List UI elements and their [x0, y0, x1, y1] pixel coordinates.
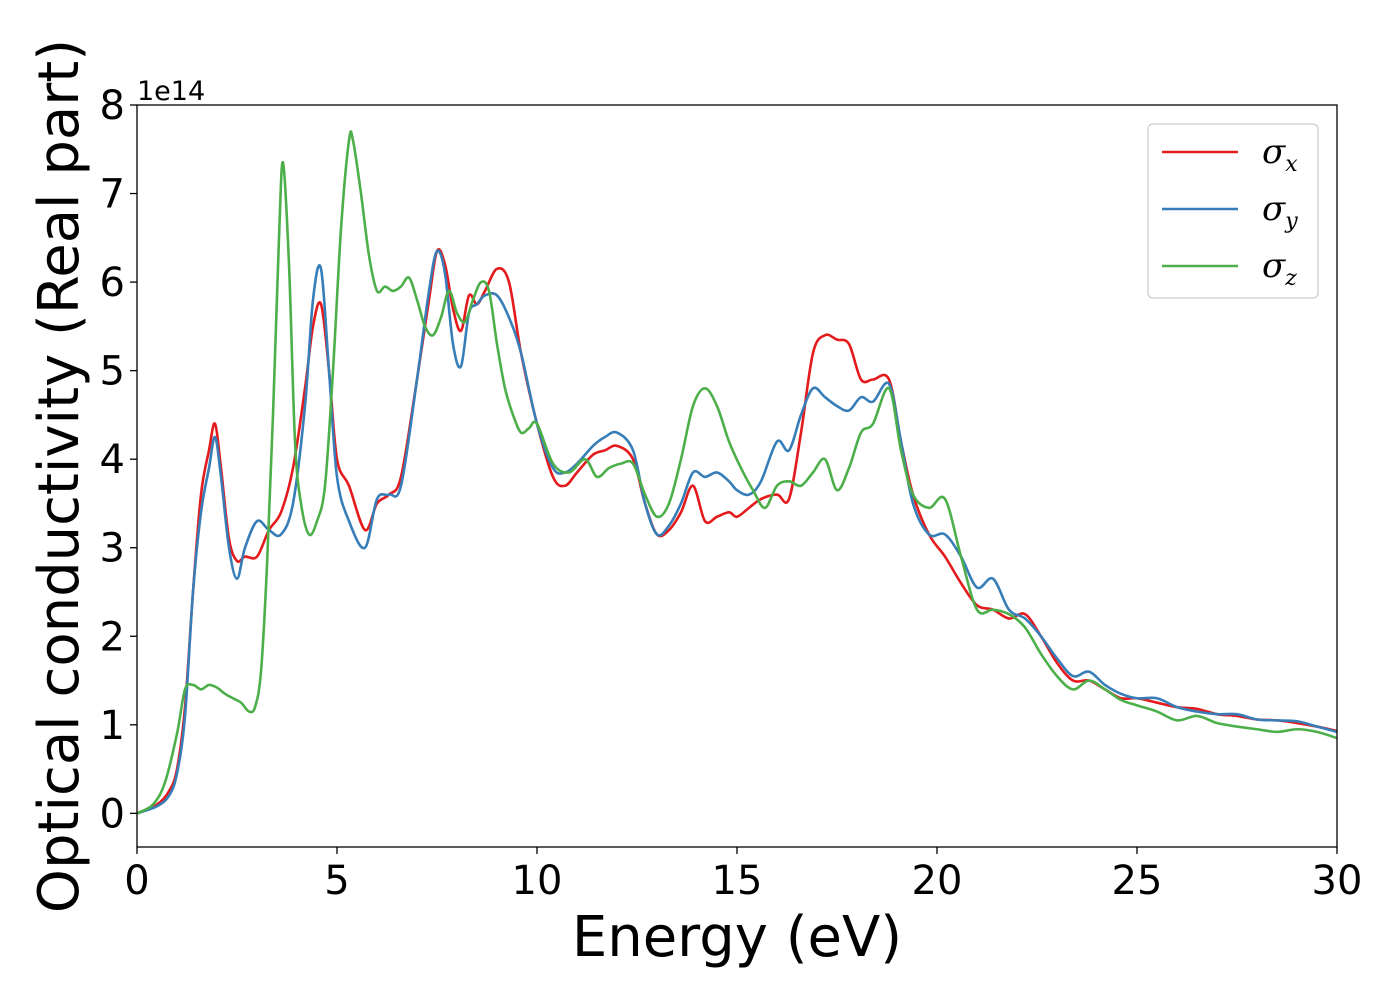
y-tick-label: 3 [100, 526, 125, 572]
y-tick-label: 6 [100, 260, 125, 306]
x-tick-label: 5 [324, 858, 349, 904]
x-tick-label: 15 [712, 858, 763, 904]
y-tick-label: 5 [100, 349, 125, 395]
y-tick-label: 1 [100, 703, 125, 749]
legend-label-x: σx [1262, 132, 1298, 177]
legend-label-z: σz [1262, 246, 1297, 291]
legend-box [1147, 123, 1319, 299]
x-tick-label: 0 [124, 858, 149, 904]
x-tick-label: 20 [912, 858, 963, 904]
series-line-z [137, 130, 1337, 815]
legend-symbol: σ [1262, 189, 1286, 229]
y-tick-label: 4 [100, 437, 125, 483]
y-axis: 0 1 2 3 4 5 6 7 8 [100, 83, 137, 837]
legend-subscript: z [1284, 266, 1297, 291]
x-tick-label: 25 [1112, 858, 1163, 904]
y-tick-label: 7 [100, 172, 125, 218]
series-line-y [137, 249, 1337, 815]
y-tick-label: 2 [100, 614, 125, 660]
legend-symbol: σ [1262, 132, 1286, 172]
y-axis-title: Optical conductivity (Real part) [27, 39, 92, 913]
legend-label-y: σy [1262, 189, 1298, 234]
legend-symbol: σ [1262, 246, 1286, 286]
legend-subscript: y [1284, 209, 1298, 234]
x-axis: 0 5 10 15 20 25 30 [124, 847, 1362, 904]
y-tick-label: 0 [100, 791, 125, 837]
y-offset-label: 1e14 [137, 76, 205, 107]
legend-subscript: x [1285, 152, 1298, 177]
y-tick-label: 8 [100, 83, 125, 129]
x-tick-label: 30 [1312, 858, 1363, 904]
series-layer [137, 130, 1337, 815]
x-tick-label: 10 [512, 858, 563, 904]
x-axis-title: Energy (eV) [572, 905, 902, 970]
series-line-x [137, 248, 1337, 815]
